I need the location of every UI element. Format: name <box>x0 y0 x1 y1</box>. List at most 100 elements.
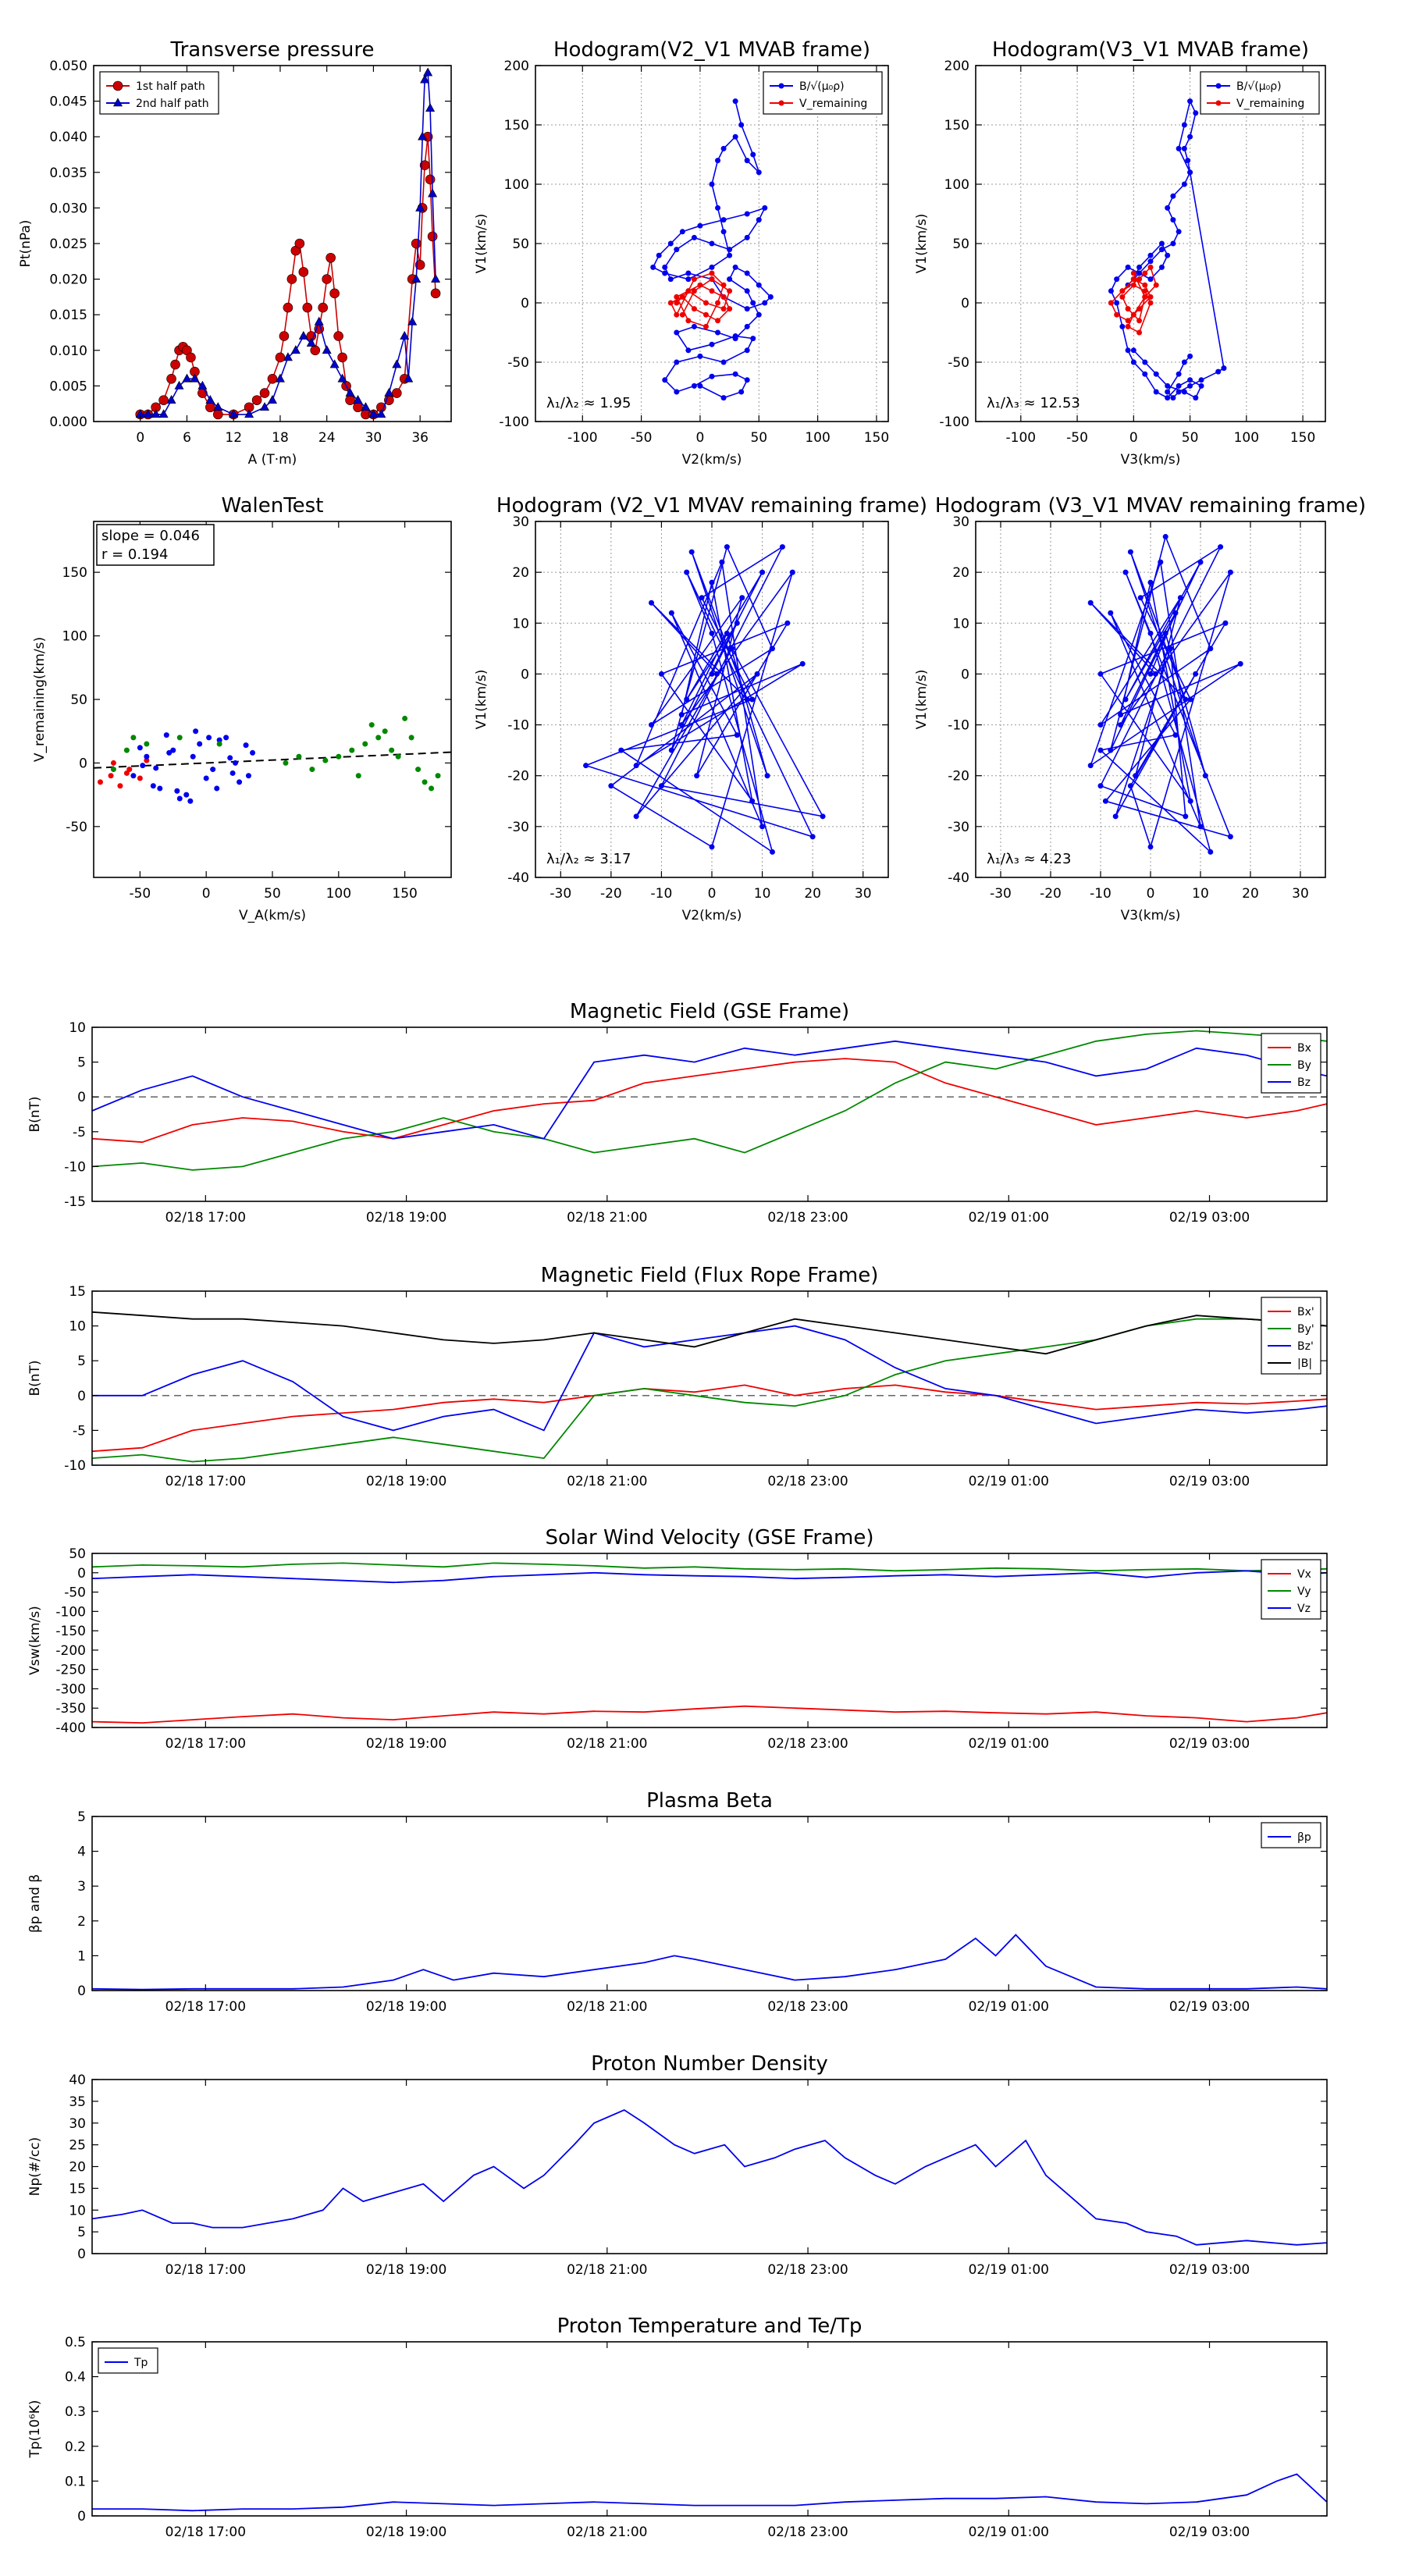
data-point <box>1193 110 1199 116</box>
data-point <box>667 240 674 247</box>
y-axis-label: B(nT) <box>27 1360 43 1396</box>
data-point <box>337 352 347 363</box>
y-tick-label: 0 <box>77 1566 86 1582</box>
data-point <box>1165 389 1171 395</box>
x-tick-label: 0 <box>696 430 705 446</box>
x-tick-label: 02/18 19:00 <box>366 2524 446 2540</box>
data-point <box>1130 359 1136 365</box>
axes-frame <box>91 2341 1328 2517</box>
data-point <box>1122 696 1129 703</box>
x-tick-label: 02/18 19:00 <box>366 1474 446 1489</box>
data-point <box>744 158 750 164</box>
data-point <box>1165 382 1171 389</box>
y-axis-label: Pt(nPa) <box>18 220 34 268</box>
data-point <box>153 765 159 771</box>
data-point <box>656 252 662 258</box>
x-tick-label: 02/18 19:00 <box>366 1210 446 1226</box>
data-point <box>1176 229 1182 235</box>
data-point <box>1147 264 1154 270</box>
series-line-0 <box>1110 99 1225 399</box>
x-tick-label: -20 <box>1040 886 1062 902</box>
x-tick-label: 02/19 01:00 <box>969 2262 1049 2278</box>
x-tick-label: 50 <box>1182 430 1199 446</box>
data-point <box>176 795 183 802</box>
data-point <box>1147 252 1154 258</box>
data-point <box>345 387 355 397</box>
data-point <box>674 294 680 300</box>
data-point <box>769 646 775 652</box>
data-point <box>1158 264 1165 270</box>
data-point <box>649 600 655 606</box>
data-point <box>1142 294 1148 300</box>
x-tick-label: 100 <box>1234 430 1259 446</box>
y-tick-label: 25 <box>69 2138 86 2154</box>
legend-label: |B| <box>1297 1357 1312 1370</box>
data-point <box>1198 377 1204 383</box>
y-axis-label: V_remaining(km/s) <box>32 637 48 762</box>
series-group <box>92 1311 1327 1463</box>
data-point <box>650 264 656 270</box>
data-point <box>759 569 766 575</box>
series-group <box>1108 98 1227 401</box>
y-tick-label: -40 <box>507 870 529 886</box>
y-tick-label: 0.5 <box>65 2335 86 2350</box>
data-point <box>1181 389 1187 395</box>
y-tick-label: 50 <box>70 692 87 708</box>
data-point <box>302 302 313 313</box>
x-tick-label: -100 <box>1006 430 1037 446</box>
series-group <box>92 1934 1327 1991</box>
x-tick-label: -30 <box>990 886 1012 902</box>
data-point <box>1187 133 1193 140</box>
chart-title: Hodogram (V3_V1 MVAV remaining frame) <box>935 494 1366 518</box>
data-point <box>709 270 715 276</box>
data-point <box>1102 798 1108 804</box>
data-point <box>1181 122 1187 128</box>
data-point <box>1153 371 1159 377</box>
data-point <box>738 389 745 395</box>
data-point <box>1119 294 1126 300</box>
data-point <box>767 294 774 300</box>
data-point <box>259 388 270 398</box>
data-point <box>709 373 715 379</box>
data-point <box>404 373 414 382</box>
y-tick-label: -300 <box>55 1681 86 1697</box>
y-tick-label: 20 <box>69 2160 86 2176</box>
data-point <box>216 741 222 747</box>
data-point <box>674 247 680 253</box>
data-point <box>174 788 180 794</box>
data-point <box>1172 610 1179 616</box>
y-tick-label: 0 <box>521 296 529 311</box>
data-point <box>1187 377 1193 383</box>
data-point <box>1168 646 1174 652</box>
data-point <box>362 741 368 747</box>
data-point <box>267 373 278 384</box>
x-tick-label: 02/18 21:00 <box>567 2262 647 2278</box>
data-point <box>1176 145 1182 151</box>
y-tick-label: 20 <box>952 565 969 581</box>
y-tick-label: 0.005 <box>49 379 87 394</box>
y-tick-label: 10 <box>512 616 529 632</box>
y-tick-label: 0 <box>521 667 529 682</box>
data-point <box>430 288 441 299</box>
y-tick-label: 0 <box>961 667 969 682</box>
data-point <box>691 234 697 240</box>
data-point <box>662 377 668 383</box>
data-point <box>674 311 680 318</box>
data-point <box>1227 834 1233 840</box>
data-point <box>756 217 762 223</box>
x-tick-label: -100 <box>567 430 598 446</box>
legend-marker <box>1215 83 1222 89</box>
data-point <box>1119 323 1126 329</box>
y-tick-label: -10 <box>64 1458 86 1474</box>
legend: Tp <box>98 2347 158 2374</box>
y-tick-label: 0.030 <box>49 201 87 216</box>
data-point <box>744 211 750 217</box>
legend-marker <box>1215 100 1222 106</box>
data-point <box>283 352 293 361</box>
y-tick-label: 0.015 <box>49 308 87 323</box>
legend-label: 2nd half path <box>136 98 209 110</box>
data-point <box>658 783 664 789</box>
x-tick-label: 02/18 19:00 <box>366 1736 446 1752</box>
data-point <box>1114 276 1120 283</box>
x-tick-label: 02/18 17:00 <box>165 1736 246 1752</box>
